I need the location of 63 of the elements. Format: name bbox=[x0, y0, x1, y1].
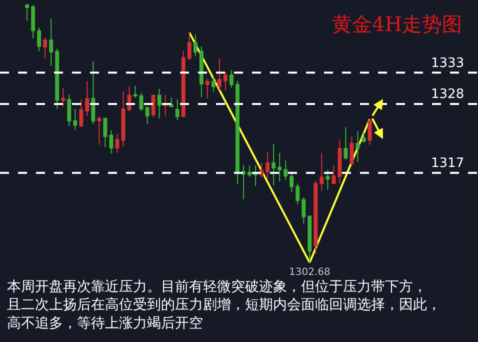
candlestick bbox=[169, 97, 174, 108]
candlestick bbox=[181, 50, 186, 118]
annotation: 1302.68 bbox=[289, 267, 330, 278]
candlestick bbox=[199, 46, 204, 98]
candlestick bbox=[326, 169, 330, 190]
candlestick bbox=[31, 4, 36, 39]
candlestick bbox=[55, 48, 60, 110]
candlestick bbox=[272, 144, 276, 186]
candlestick bbox=[73, 108, 78, 131]
candlestick bbox=[266, 151, 270, 180]
candlestick bbox=[236, 80, 240, 185]
candlestick bbox=[133, 85, 138, 98]
ref-line-label: 1328 bbox=[431, 87, 464, 102]
candlestick bbox=[85, 80, 90, 116]
candlestick bbox=[97, 116, 102, 146]
candlestick bbox=[175, 99, 180, 121]
candlestick bbox=[61, 88, 66, 107]
candlestick bbox=[79, 99, 84, 128]
candlestick bbox=[314, 180, 318, 254]
candlestick bbox=[37, 27, 42, 52]
ref-line-label: 1317 bbox=[431, 156, 464, 171]
candlestick bbox=[302, 196, 306, 224]
candlestick bbox=[151, 94, 156, 118]
candlestick bbox=[242, 164, 246, 200]
candlestick bbox=[254, 164, 258, 187]
candlestick bbox=[362, 132, 366, 143]
candlestick bbox=[91, 60, 96, 125]
candlestick bbox=[296, 183, 300, 205]
ref-line-label: 1333 bbox=[431, 56, 464, 71]
candlestick bbox=[260, 162, 264, 178]
candlestick bbox=[205, 78, 210, 99]
candlestick bbox=[217, 58, 222, 91]
candlestick bbox=[284, 160, 288, 180]
candlestick bbox=[308, 216, 312, 264]
candlestick bbox=[139, 92, 144, 112]
annotation: 本周开盘再次靠近压力。目前有轻微突破迹象，但位于压力带下方，且二次上扬后在高位受到的压力剧增，短期内会面临回调选择，因此，高不追多，等待上涨力竭后开空 bbox=[7, 279, 441, 332]
candlestick bbox=[43, 37, 48, 60]
candlestick bbox=[67, 94, 72, 126]
candlestick bbox=[224, 72, 228, 92]
candlestick bbox=[368, 118, 372, 146]
candlestick bbox=[290, 171, 294, 193]
candlestick bbox=[115, 134, 120, 154]
candlestick bbox=[49, 18, 54, 66]
candlestick bbox=[230, 70, 234, 88]
candlestick bbox=[103, 118, 108, 148]
candlestick bbox=[356, 130, 360, 163]
candlestick bbox=[121, 90, 126, 148]
candlestick bbox=[187, 32, 192, 61]
candlestick bbox=[320, 152, 324, 192]
candlestick bbox=[350, 136, 354, 166]
text: 黄金4H走势图 bbox=[332, 12, 462, 36]
candlestick bbox=[25, 3, 30, 22]
candlestick bbox=[163, 94, 168, 118]
candlestick bbox=[211, 76, 216, 92]
candlestick bbox=[332, 164, 336, 185]
candlestick bbox=[344, 126, 348, 160]
candlestick bbox=[145, 106, 150, 125]
candlestick bbox=[278, 152, 282, 182]
candlestick bbox=[193, 34, 198, 57]
candlestick bbox=[248, 164, 252, 178]
candlestick bbox=[338, 139, 342, 184]
candlestick bbox=[157, 88, 162, 119]
candlestick bbox=[109, 130, 114, 154]
